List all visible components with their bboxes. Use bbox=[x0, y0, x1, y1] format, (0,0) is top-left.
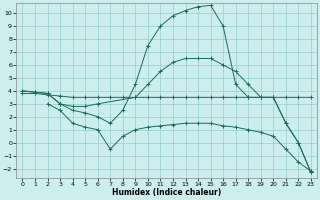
X-axis label: Humidex (Indice chaleur): Humidex (Indice chaleur) bbox=[112, 188, 221, 197]
